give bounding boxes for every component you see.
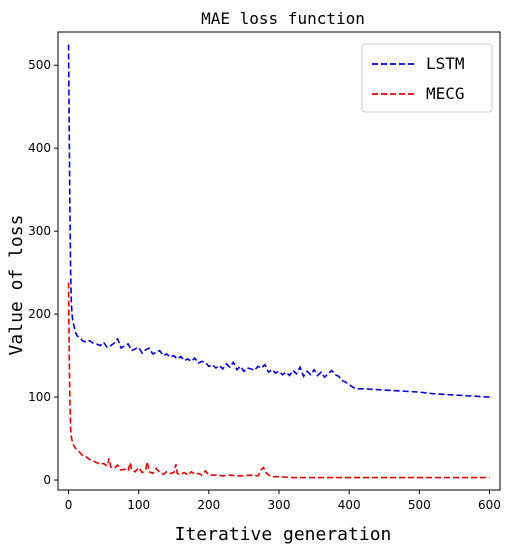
- chart-title: MAE loss function: [201, 9, 365, 28]
- y-axis-label: Value of loss: [6, 215, 27, 356]
- axis-layer: 0 100 200 300 400 500 600 0 100 200 300 400 500: [28, 31, 501, 512]
- x-tick-label: 100: [127, 498, 150, 512]
- x-tick-label: 400: [338, 498, 361, 512]
- x-tick-label: 500: [408, 498, 431, 512]
- x-tick-label: 300: [268, 498, 291, 512]
- legend-label-lstm: LSTM: [426, 54, 465, 73]
- y-tick-label: 200: [28, 307, 51, 321]
- y-tick-label: 0: [43, 473, 51, 487]
- series-layer: [67, 44, 490, 479]
- x-tick-label: 600: [478, 498, 501, 512]
- series-line-mecg: [67, 282, 490, 479]
- legend-label-mecg: MECG: [426, 84, 465, 103]
- x-axis-label: Iterative generation: [175, 524, 392, 545]
- y-tick-label: 400: [28, 141, 51, 155]
- x-tick-label: 200: [197, 498, 220, 512]
- series-line-lstm: [67, 44, 490, 398]
- x-tick-label: 0: [65, 498, 73, 512]
- y-tick-label: 100: [28, 390, 51, 404]
- y-tick-label: 300: [28, 224, 51, 238]
- legend: LSTM MECG: [361, 43, 493, 113]
- legend-box: [361, 43, 493, 113]
- y-tick-label: 500: [28, 58, 51, 72]
